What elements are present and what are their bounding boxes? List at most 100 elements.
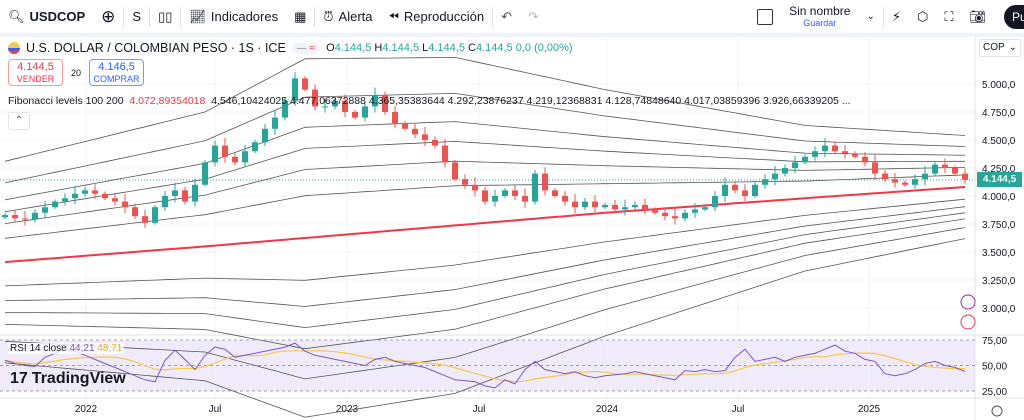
ohlc-values: O4.144,5 H4.144,5 L4.144,5 C4.144,5 0,0 … xyxy=(326,42,573,54)
time-tick-label: 2024 xyxy=(596,404,619,415)
gear-icon: ⬡ xyxy=(917,8,929,24)
candle-body xyxy=(102,193,108,199)
divider xyxy=(882,6,884,27)
time-tick-label: 2023 xyxy=(336,404,359,415)
chart-type-button[interactable]: ▯▯ xyxy=(150,0,180,33)
currency-label: COP xyxy=(983,42,1005,53)
last-price-label: 4.144,5 xyxy=(977,172,1022,187)
fullscreen-button[interactable]: ⛶ xyxy=(936,0,961,33)
divider xyxy=(180,6,182,27)
candle-body xyxy=(612,204,618,210)
candle-body xyxy=(762,179,768,185)
candle-body xyxy=(462,179,468,185)
symbol-title: U.S. DOLLAR / COLOMBIAN PESO · 1S · ICE xyxy=(26,41,286,55)
candle-body xyxy=(442,145,448,163)
visibility-toggle[interactable]: — ≈ xyxy=(291,42,321,54)
candle-body xyxy=(12,215,18,219)
candle-body xyxy=(42,207,48,213)
time-tick-label: 2022 xyxy=(75,404,98,415)
indicators-button[interactable]: 📈︎ Indicadores xyxy=(181,0,286,33)
candle-body xyxy=(592,201,598,208)
candle-body xyxy=(272,117,278,129)
rsi-legend[interactable]: RSI 14 close 44,21 48,71 xyxy=(8,343,125,354)
fibonacci-legend[interactable]: Fibonacci levels 100 200 4.072,89354018 … xyxy=(8,95,851,107)
alert-label: Alerta xyxy=(338,9,373,24)
chevron-down-icon: ⌄ xyxy=(866,11,875,22)
close-label: C xyxy=(468,42,476,54)
candle-body xyxy=(732,184,738,191)
quick-search-button[interactable]: ⚡︎ xyxy=(884,0,909,33)
save-link[interactable]: Guardar xyxy=(803,17,837,28)
publish-button[interactable]: Pub xyxy=(1004,5,1024,29)
interval-button[interactable]: S xyxy=(124,0,149,33)
candle-body xyxy=(582,201,588,208)
time-tick-label: Jul xyxy=(473,404,486,415)
candle-body xyxy=(182,190,188,202)
high-value: 4.144,5 xyxy=(382,42,420,54)
rsi-ma-line xyxy=(4,350,966,383)
replay-button[interactable]: ⏪︎ Reproducción xyxy=(381,0,493,33)
symbol-search[interactable]: 🔍︎ USDCOP xyxy=(0,0,93,33)
price-tick-label: 4.500,0 xyxy=(982,136,1016,147)
rsi-tick-label: 50,00 xyxy=(982,362,1007,373)
candle-body xyxy=(362,106,368,118)
rsi-ma-value: 48,71 xyxy=(97,343,123,354)
price-pane xyxy=(0,37,975,335)
settings-gear-icon xyxy=(991,405,1003,417)
layout-name[interactable]: Sin nombre Guardar xyxy=(781,0,858,33)
candle-body xyxy=(912,179,918,185)
candle-body xyxy=(22,218,28,220)
sell-button[interactable]: 4.144,5 VENDER xyxy=(8,59,63,86)
candle-body xyxy=(372,95,378,107)
price-tick-label: 4.250,0 xyxy=(982,164,1016,175)
tradingview-logo[interactable]: 17 TradingView xyxy=(10,370,126,388)
candle-body xyxy=(682,212,688,219)
settings-button[interactable]: ⬡ xyxy=(909,0,936,33)
candle-body xyxy=(572,201,578,208)
candle-body xyxy=(932,164,938,174)
collapse-legend-button[interactable]: ⌃ xyxy=(8,112,30,130)
candle-body xyxy=(492,196,498,202)
buy-button[interactable]: 4.146,5 COMPRAR xyxy=(89,59,145,86)
fib-values: 4.546,10424025 4.477,06372888 4.365,3538… xyxy=(211,95,851,107)
undo-icon: ↶ xyxy=(501,8,513,24)
compare-button[interactable]: ⊕ xyxy=(93,0,123,33)
candle-body xyxy=(862,156,868,163)
candle-body xyxy=(602,204,608,208)
candle-body xyxy=(132,207,138,217)
candle-body xyxy=(112,198,118,202)
fib-band-line xyxy=(4,218,966,350)
candle-body xyxy=(262,128,268,143)
candle-body xyxy=(82,190,88,194)
alert-button[interactable]: ⏰︎ Alerta xyxy=(315,0,380,33)
candle-body xyxy=(332,100,338,107)
price-tick-label: 3.500,0 xyxy=(982,248,1016,259)
divider xyxy=(492,6,494,27)
candle-body xyxy=(542,173,548,191)
buy-label: COMPRAR xyxy=(93,74,140,84)
undo-button[interactable]: ↶ xyxy=(493,0,520,33)
change-value: 0,0 (0,00%) xyxy=(515,42,573,54)
candle-body xyxy=(852,153,858,157)
divider xyxy=(123,6,125,27)
candle-body xyxy=(562,196,568,202)
price-tick-label: 3.750,0 xyxy=(982,220,1016,231)
candle-body xyxy=(92,190,98,194)
candle-body xyxy=(422,134,428,140)
redo-button[interactable]: ↷ xyxy=(520,0,547,33)
candle-body xyxy=(742,190,748,196)
fullscreen-icon: ⛶ xyxy=(944,8,954,24)
snapshot-button[interactable]: 📷︎ xyxy=(961,0,994,33)
templates-button[interactable]: ▦ xyxy=(286,0,314,33)
currency-select[interactable]: COP ⌄ xyxy=(979,39,1021,57)
camera-icon: 📷︎ xyxy=(969,8,986,24)
candle-body xyxy=(962,173,968,180)
candle-body xyxy=(432,140,438,146)
layout-button[interactable] xyxy=(749,0,781,33)
layout-dropdown[interactable]: ⌄ xyxy=(858,0,882,33)
redo-icon: ↷ xyxy=(528,8,539,24)
indicators-label: Indicadores xyxy=(210,9,279,24)
candle-body xyxy=(662,212,668,217)
divider xyxy=(0,33,1024,37)
